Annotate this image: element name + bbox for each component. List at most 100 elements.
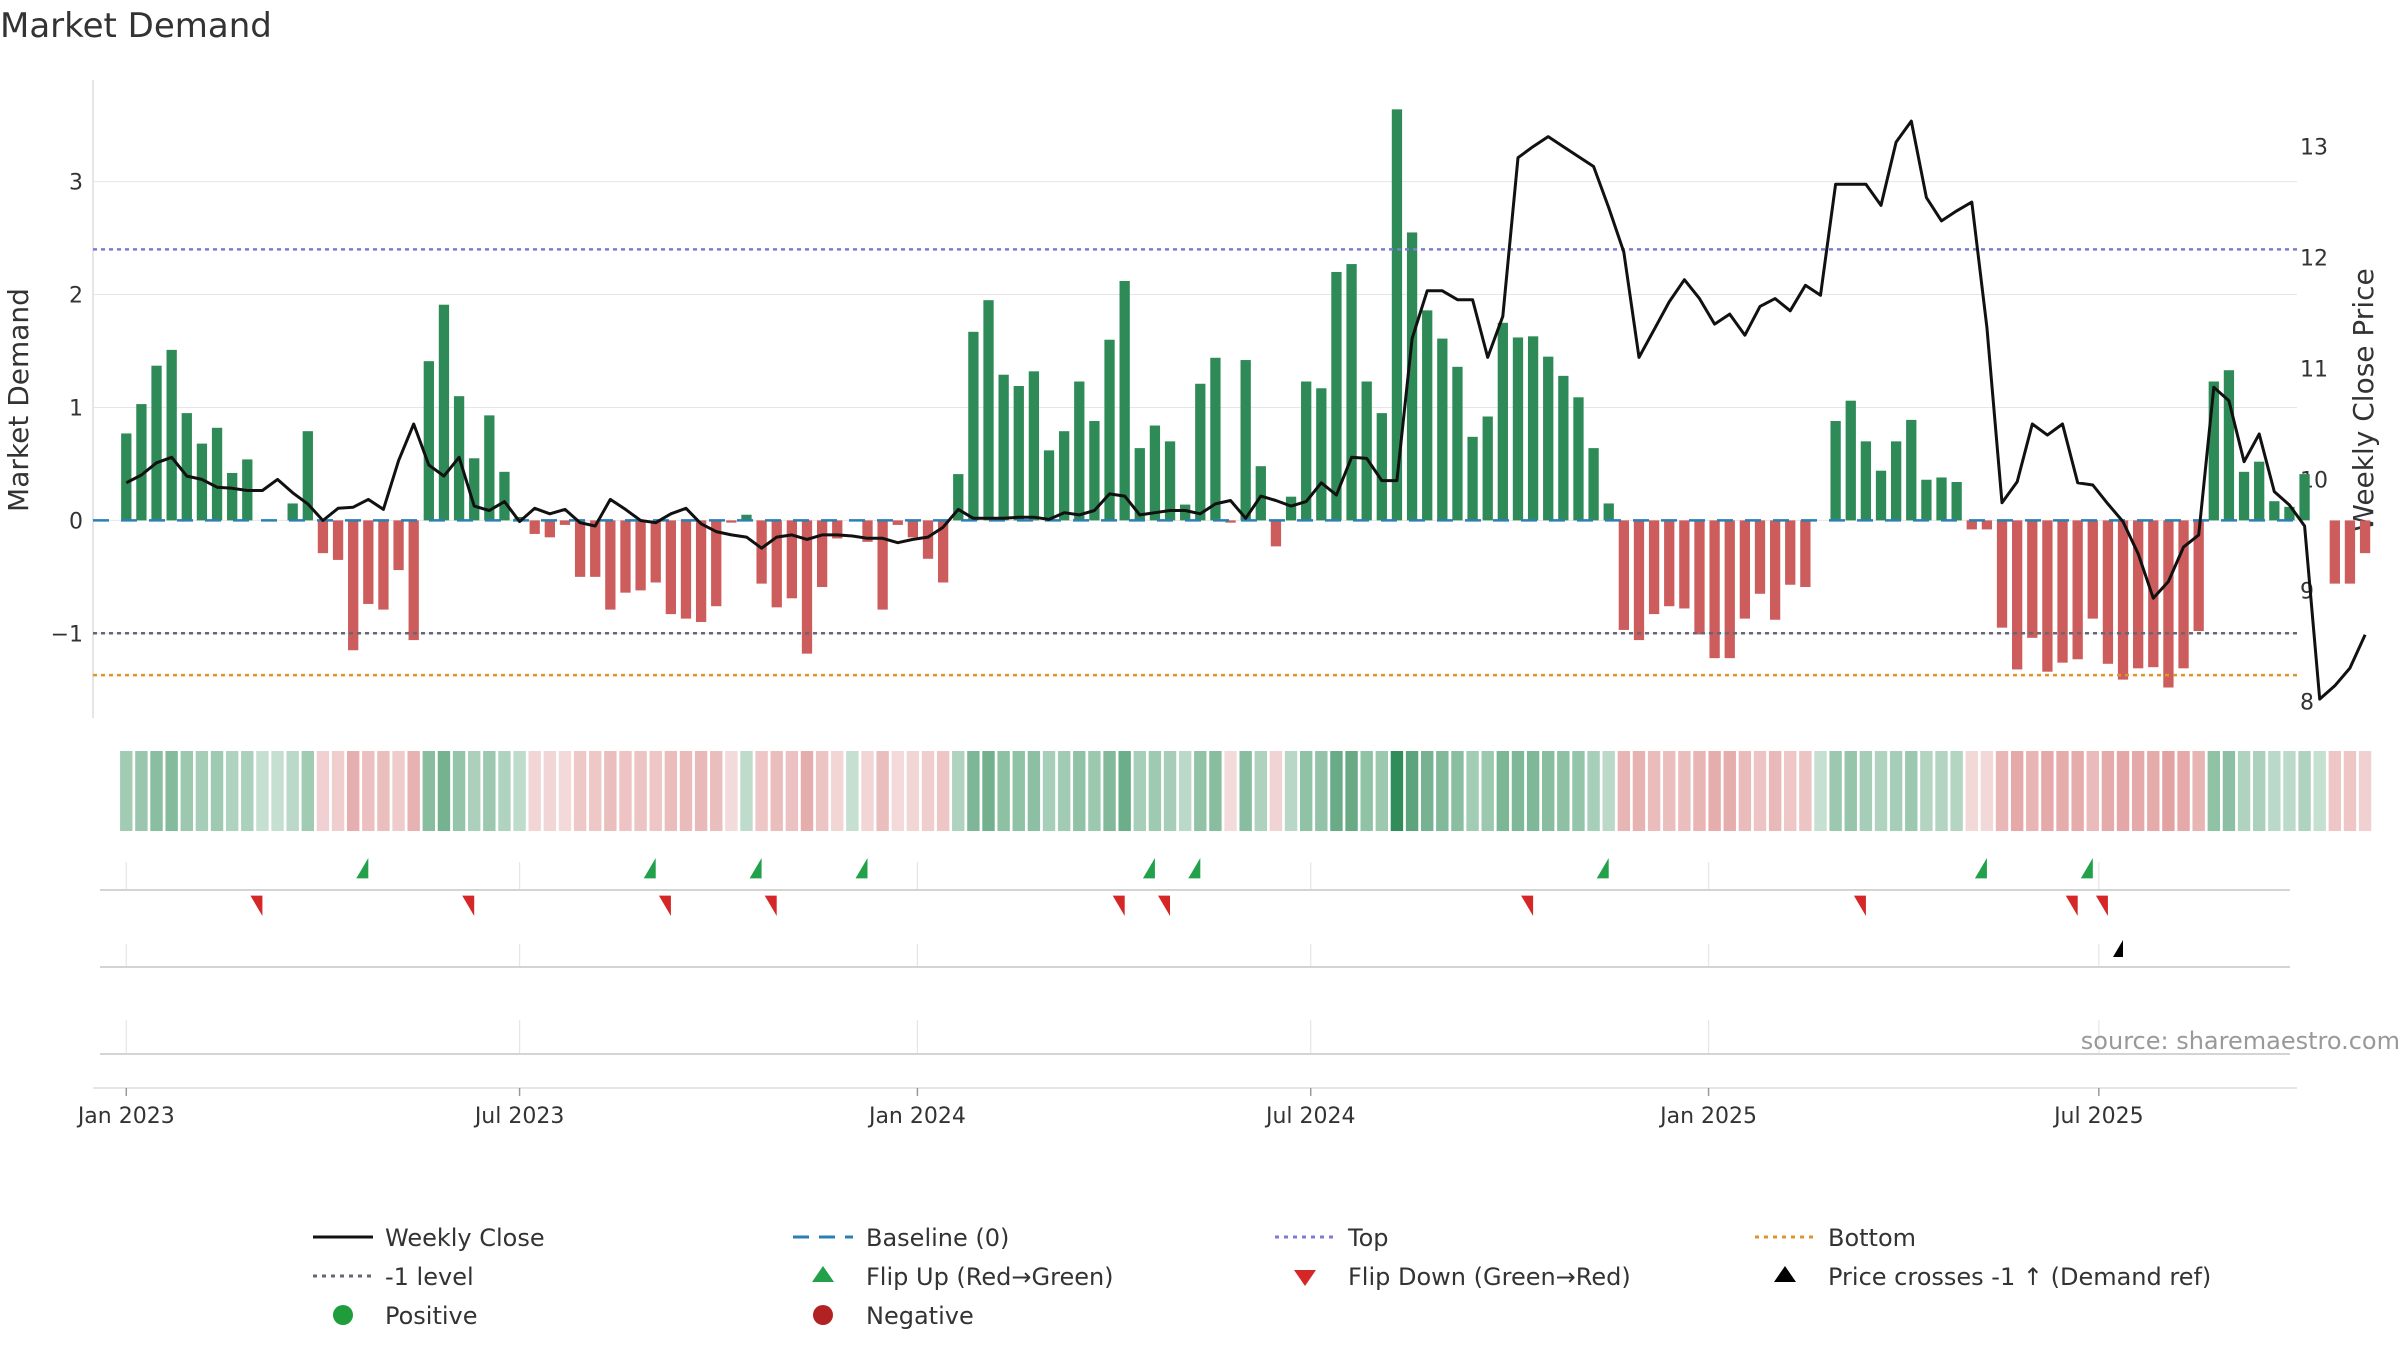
demand-bar	[348, 520, 359, 651]
heat-cell	[241, 751, 254, 831]
demand-bar	[1089, 421, 1100, 521]
heat-cell	[392, 751, 405, 831]
heat-cell	[2041, 751, 2054, 831]
legend-weekly-close-label: Weekly Close	[385, 1224, 545, 1252]
heat-cell	[2252, 751, 2266, 831]
heat-cell	[1557, 751, 1570, 831]
demand-bar	[423, 361, 434, 521]
demand-bar	[1316, 388, 1327, 521]
demand-bar	[136, 404, 147, 521]
demand-bar	[1981, 520, 1993, 530]
heat-cell	[1663, 751, 1676, 831]
demand-bar	[1497, 322, 1508, 521]
demand-bar	[2223, 370, 2235, 521]
demand-bar	[1709, 520, 1720, 659]
demand-bar	[514, 517, 525, 521]
demand-bar	[2178, 520, 2189, 669]
heat-cell	[755, 751, 768, 831]
flip-up-marker	[855, 858, 868, 879]
demand-bar	[408, 520, 419, 641]
heat-cell	[1436, 751, 1449, 831]
source-note: source: sharemaestro.com	[2081, 1027, 2400, 1055]
legend-price-cross-label: Price crosses -1 ↑ (Demand ref)	[1828, 1263, 2211, 1291]
heat-cell	[936, 751, 950, 831]
heat-cell	[649, 751, 662, 831]
legend-flip-up-label: Flip Up (Red→Green)	[866, 1263, 1114, 1291]
heat-cell	[1103, 751, 1116, 831]
heat-cell	[1784, 751, 1797, 831]
heat-cell	[2010, 751, 2024, 831]
demand-bar	[968, 331, 979, 521]
heat-cell	[2192, 751, 2205, 831]
heat-cell	[2071, 751, 2084, 831]
heat-cell	[468, 751, 481, 831]
heat-cell	[1012, 751, 1025, 831]
demand-bar	[756, 520, 767, 584]
demand-bar	[1210, 357, 1221, 521]
right-tick-label: 12	[2300, 247, 2328, 272]
demand-bar	[1376, 413, 1387, 521]
demand-bar	[2057, 520, 2068, 663]
demand-bar	[1558, 375, 1569, 521]
heat-cell	[2026, 751, 2039, 831]
heat-cell	[1572, 751, 1585, 831]
demand-bar	[1785, 520, 1796, 585]
demand-bar	[877, 520, 888, 610]
heat-cell	[407, 751, 420, 831]
left-tick-label: 3	[69, 171, 83, 196]
heat-cell	[180, 751, 193, 831]
heat-cell	[271, 751, 284, 831]
demand-bar	[2012, 520, 2023, 670]
demand-bar	[650, 520, 661, 583]
heat-cell	[1088, 751, 1101, 831]
heat-cell	[725, 751, 738, 831]
demand-bar	[2269, 501, 2280, 521]
x-tick-label: Jan 2025	[1658, 1104, 1757, 1129]
heat-cell	[2222, 751, 2236, 831]
demand-bar	[1966, 520, 1977, 530]
legend-flip-up-marker	[812, 1266, 834, 1282]
demand-bar	[166, 349, 177, 521]
legend: Weekly Close Baseline (0) Top Bottom -1 …	[313, 1224, 2211, 1330]
flip-up-marker	[749, 858, 762, 879]
price-line-layer	[125, 119, 2367, 701]
left-tick-label: −1	[51, 622, 83, 647]
demand-bar	[1195, 383, 1206, 521]
demand-bar	[983, 300, 994, 521]
x-tick-label: Jan 2023	[76, 1104, 175, 1129]
heat-cell	[785, 751, 799, 831]
heat-cell	[2131, 751, 2145, 831]
heat-strip	[120, 751, 2372, 831]
demand-bar	[907, 520, 919, 538]
heat-cell	[2086, 751, 2099, 831]
demand-bar	[1104, 339, 1115, 521]
heat-cell	[906, 751, 920, 831]
heat-cell	[256, 751, 269, 831]
demand-bar	[1285, 496, 1297, 521]
demand-bar	[529, 520, 540, 534]
heat-cell	[1844, 751, 1857, 831]
demand-bar	[378, 520, 389, 610]
flip-down-marker	[2095, 895, 2108, 916]
demand-bar	[2329, 520, 2340, 584]
demand-bar	[2344, 520, 2356, 584]
demand-bar	[605, 520, 616, 610]
demand-bar	[499, 471, 510, 521]
heat-cell	[362, 751, 375, 831]
reference-lines	[93, 248, 2297, 677]
heat-cell	[831, 751, 844, 831]
demand-bar	[741, 514, 752, 521]
heat-cell	[1829, 751, 1842, 831]
heat-cell	[982, 751, 995, 831]
demand-bar	[181, 413, 192, 521]
demand-bar	[2087, 520, 2098, 619]
x-tick-label: Jan 2024	[867, 1104, 966, 1129]
heat-cell	[1027, 751, 1041, 831]
heat-cell	[1920, 751, 1933, 831]
empty-panel	[100, 1020, 2290, 1055]
right-tick-label: 13	[2300, 136, 2328, 161]
demand-bar	[559, 520, 571, 525]
heat-cell	[135, 751, 148, 831]
heat-cell	[286, 751, 299, 831]
